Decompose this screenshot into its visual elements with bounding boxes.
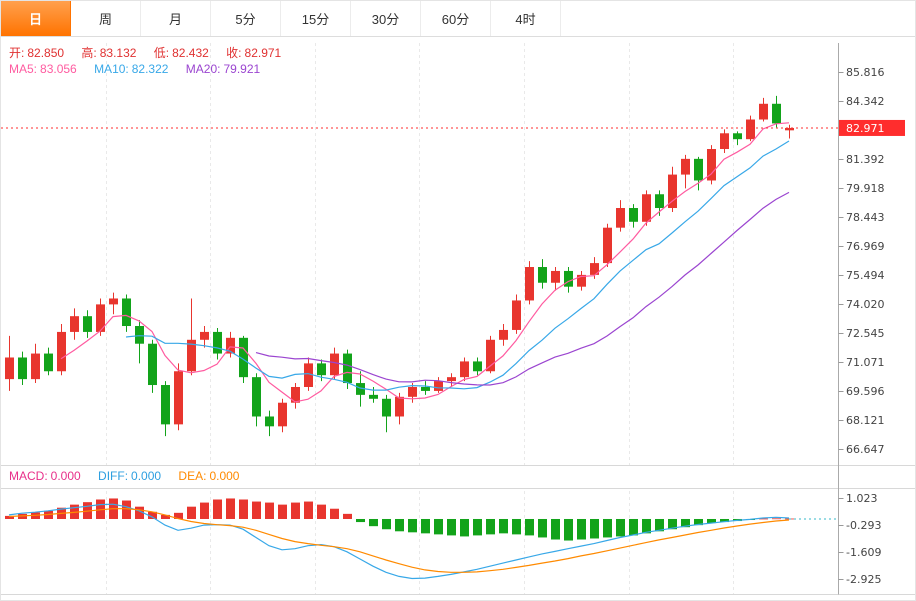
svg-text:81.392: 81.392 bbox=[846, 153, 885, 166]
tab-4hour[interactable]: 4时 bbox=[491, 1, 561, 36]
tab-week[interactable]: 周 bbox=[71, 1, 141, 36]
svg-text:-0.293: -0.293 bbox=[846, 519, 881, 532]
svg-text:68.121: 68.121 bbox=[846, 414, 885, 427]
tab-month[interactable]: 月 bbox=[141, 1, 211, 36]
tab-60min[interactable]: 60分 bbox=[421, 1, 491, 36]
timeframe-tabbar: 日 周 月 5分 15分 30分 60分 4时 bbox=[1, 1, 915, 37]
svg-text:71.071: 71.071 bbox=[846, 356, 885, 369]
kline-chart-canvas[interactable]: 85.816 84.342 81.392 79.918 78.443 76.969 75.4… bbox=[1, 37, 916, 601]
svg-text:75.494: 75.494 bbox=[846, 269, 885, 282]
tab-15min[interactable]: 15分 bbox=[281, 1, 351, 36]
svg-text:69.596: 69.596 bbox=[846, 385, 885, 398]
chart-area: 85.816 84.342 81.392 79.918 78.443 76.969 75.4… bbox=[1, 37, 916, 601]
svg-text:1.023: 1.023 bbox=[846, 492, 878, 505]
svg-text:-1.609: -1.609 bbox=[846, 546, 881, 559]
svg-text:66.647: 66.647 bbox=[846, 443, 885, 456]
svg-text:-2.925: -2.925 bbox=[846, 573, 881, 586]
tab-5min[interactable]: 5分 bbox=[211, 1, 281, 36]
svg-text:72.545: 72.545 bbox=[846, 327, 885, 340]
svg-text:74.020: 74.020 bbox=[846, 298, 885, 311]
svg-text:79.918: 79.918 bbox=[846, 182, 885, 195]
tab-day[interactable]: 日 bbox=[1, 1, 71, 36]
svg-text:85.816: 85.816 bbox=[846, 66, 885, 79]
svg-text:76.969: 76.969 bbox=[846, 240, 885, 253]
svg-text:82.971: 82.971 bbox=[846, 122, 885, 135]
tab-30min[interactable]: 30分 bbox=[351, 1, 421, 36]
svg-text:78.443: 78.443 bbox=[846, 211, 885, 224]
svg-text:84.342: 84.342 bbox=[846, 95, 885, 108]
